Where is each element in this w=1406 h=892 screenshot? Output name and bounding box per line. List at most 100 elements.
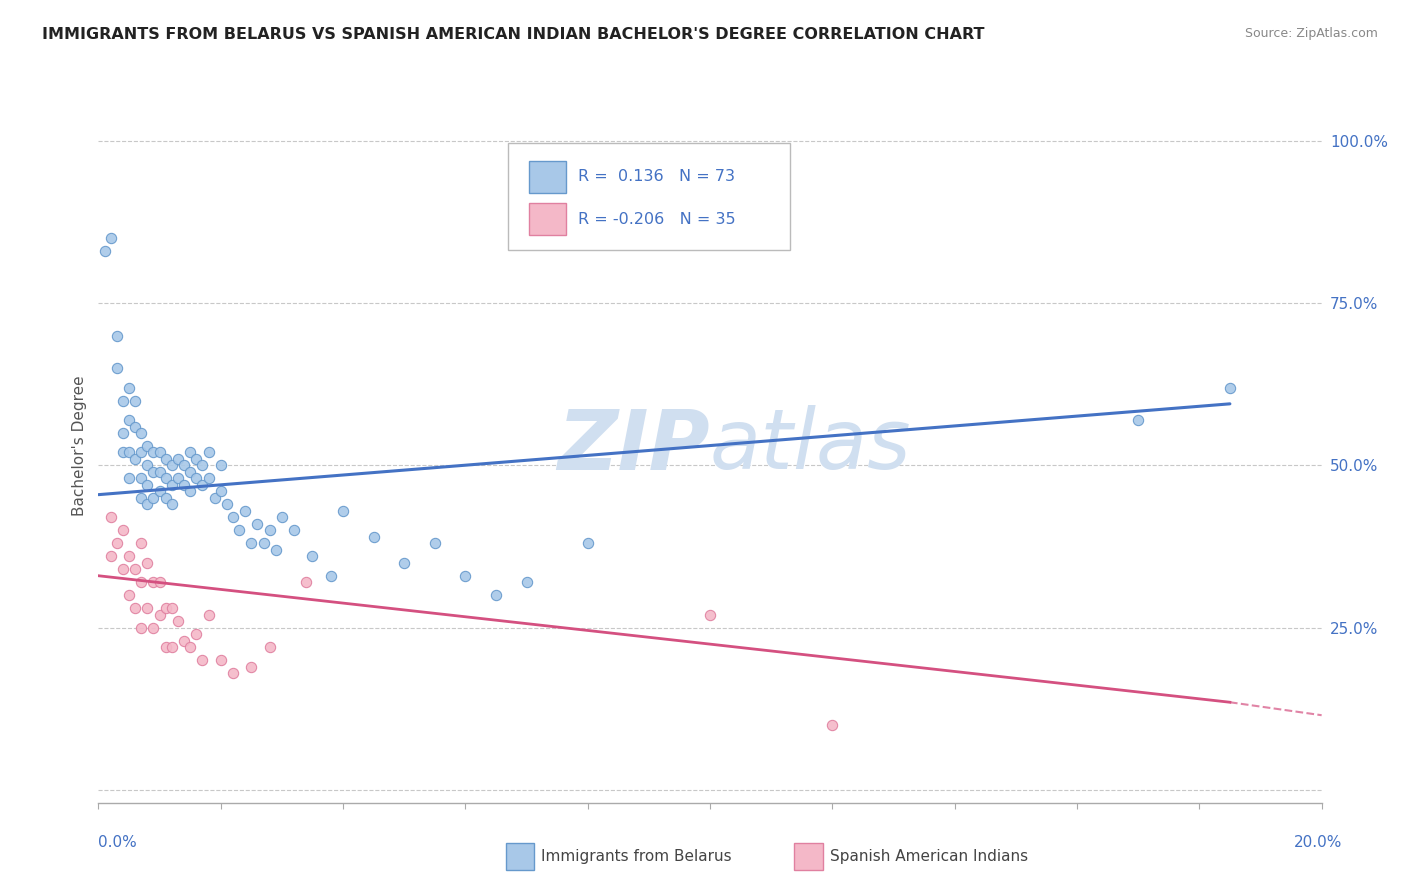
Point [246, 516, 269, 531]
Point [160, 640, 183, 654]
Point [100, 549, 122, 564]
Point [160, 497, 183, 511]
Point [576, 536, 599, 550]
Point [240, 536, 263, 550]
Point [93, 244, 115, 259]
Point [160, 458, 183, 473]
Point [149, 465, 172, 479]
Point [105, 361, 128, 376]
Point [204, 491, 226, 505]
Point [454, 568, 477, 582]
Point [191, 478, 214, 492]
Point [259, 640, 281, 654]
Point [111, 445, 134, 459]
Point [105, 536, 128, 550]
Text: 20.0%: 20.0% [1295, 836, 1343, 850]
Point [149, 484, 172, 499]
Point [129, 621, 152, 635]
Point [129, 425, 152, 440]
Point [179, 465, 201, 479]
Point [186, 627, 208, 641]
Point [222, 510, 245, 524]
Point [124, 419, 146, 434]
Point [149, 575, 172, 590]
Point [136, 458, 159, 473]
Point [173, 478, 195, 492]
Point [142, 465, 165, 479]
Point [100, 510, 122, 524]
Point [197, 471, 219, 485]
Text: Immigrants from Belarus: Immigrants from Belarus [541, 849, 733, 863]
Point [264, 542, 287, 557]
Point [100, 231, 122, 245]
Point [283, 524, 305, 538]
Point [233, 504, 256, 518]
Point [105, 328, 128, 343]
Point [124, 452, 146, 467]
Point [186, 471, 208, 485]
Point [259, 524, 281, 538]
Point [295, 575, 318, 590]
Point [186, 452, 208, 467]
Point [173, 633, 195, 648]
Point [215, 497, 238, 511]
Point [699, 607, 721, 622]
Point [173, 458, 195, 473]
Text: atlas: atlas [710, 406, 911, 486]
Point [319, 568, 342, 582]
Point [270, 510, 292, 524]
Point [136, 556, 159, 570]
Point [118, 549, 141, 564]
Point [142, 575, 165, 590]
Point [118, 413, 141, 427]
Text: ZIP: ZIP [557, 406, 710, 486]
Point [124, 601, 146, 615]
Text: IMMIGRANTS FROM BELARUS VS SPANISH AMERICAN INDIAN BACHELOR'S DEGREE CORRELATION: IMMIGRANTS FROM BELARUS VS SPANISH AMERI… [42, 27, 984, 42]
Text: Spanish American Indians: Spanish American Indians [830, 849, 1028, 863]
Point [167, 614, 190, 628]
Point [209, 653, 232, 667]
Point [179, 445, 201, 459]
Point [129, 575, 152, 590]
Point [155, 601, 177, 615]
Point [129, 471, 152, 485]
FancyBboxPatch shape [529, 161, 565, 193]
Point [423, 536, 446, 550]
Point [136, 439, 159, 453]
FancyBboxPatch shape [508, 143, 790, 250]
Y-axis label: Bachelor's Degree: Bachelor's Degree [72, 376, 87, 516]
Point [155, 452, 177, 467]
Point [301, 549, 323, 564]
Point [111, 524, 134, 538]
Point [155, 640, 177, 654]
Point [516, 575, 538, 590]
Point [179, 484, 201, 499]
Text: Source: ZipAtlas.com: Source: ZipAtlas.com [1244, 27, 1378, 40]
Point [167, 471, 190, 485]
Point [142, 621, 165, 635]
Point [155, 471, 177, 485]
Point [240, 659, 263, 673]
Point [222, 666, 245, 681]
Point [149, 445, 172, 459]
Point [111, 425, 134, 440]
Point [392, 556, 416, 570]
Point [179, 640, 201, 654]
Point [129, 536, 152, 550]
Point [209, 484, 232, 499]
Point [191, 458, 214, 473]
Point [129, 491, 152, 505]
Point [1128, 413, 1150, 427]
Point [142, 491, 165, 505]
Point [129, 445, 152, 459]
Point [209, 458, 232, 473]
Point [1219, 381, 1241, 395]
Point [124, 562, 146, 576]
Point [155, 491, 177, 505]
Point [111, 393, 134, 408]
Text: R =  0.136   N = 73: R = 0.136 N = 73 [578, 169, 735, 184]
Point [252, 536, 274, 550]
Point [136, 497, 159, 511]
Point [118, 445, 141, 459]
Point [160, 478, 183, 492]
